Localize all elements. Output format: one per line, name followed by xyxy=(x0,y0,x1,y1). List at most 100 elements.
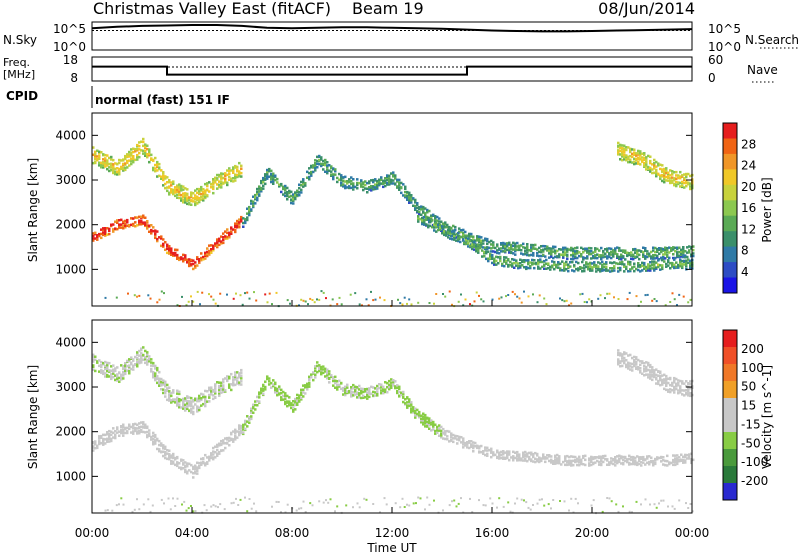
power-cell-4 xyxy=(657,164,660,167)
power-cell-3 xyxy=(451,238,454,241)
velocity-cell-3 xyxy=(518,454,521,458)
power-cell-1 xyxy=(230,169,233,172)
power-cell-1 xyxy=(168,179,171,182)
velocity-cell-1 xyxy=(154,367,157,370)
velocity-cell-3 xyxy=(650,456,653,459)
velocity-cell-0 xyxy=(96,446,99,450)
velocity-cell-1 xyxy=(94,355,97,358)
power-colorbar-frame xyxy=(722,122,738,294)
power-cell-0 xyxy=(126,221,129,224)
velocity-cell-0 xyxy=(164,447,167,450)
power-cell-2 xyxy=(496,249,499,252)
power-cell-3 xyxy=(661,258,664,262)
power-cell-4 xyxy=(679,175,682,178)
velocity-cell-2 xyxy=(320,370,323,373)
velocity-cell-3 xyxy=(610,457,613,460)
velocity-cell-0 xyxy=(106,431,109,434)
power-cell-1 xyxy=(152,158,155,162)
power-cell-0 xyxy=(150,228,153,232)
power-cell-2 xyxy=(286,198,289,201)
velocity-cell-1 xyxy=(214,383,217,386)
power-cell-1 xyxy=(112,163,115,166)
velocity-cell-1 xyxy=(110,372,113,376)
power-cell-1 xyxy=(136,158,139,161)
power-cell-2 xyxy=(364,183,367,187)
power-cell-0 xyxy=(104,232,107,235)
power-cell-2 xyxy=(294,196,297,199)
power-colorbar-label: Power [dB] xyxy=(760,177,774,242)
power-cell-3 xyxy=(555,266,558,269)
power-cell-0 xyxy=(126,218,129,222)
power-colorbar-segment xyxy=(723,153,737,170)
velocity-cell-2 xyxy=(332,377,335,380)
velocity-cell-1 xyxy=(144,349,147,353)
velocity-cell-1 xyxy=(106,363,109,367)
power-cell-2 xyxy=(268,175,271,178)
power-cell-3 xyxy=(557,263,560,266)
power-cell-2 xyxy=(464,234,467,237)
velocity-cell-1 xyxy=(106,365,109,368)
power-cell-2 xyxy=(298,190,301,194)
power-cell-3 xyxy=(421,220,424,224)
power-cell-3 xyxy=(665,265,668,268)
velocity-cell-0 xyxy=(188,469,191,472)
power-ground-scatter xyxy=(664,304,667,307)
velocity-cell-2 xyxy=(324,367,327,371)
power-cell-3 xyxy=(645,269,648,272)
power-cell-1 xyxy=(220,181,223,185)
velocity-cell-3 xyxy=(452,440,455,444)
velocity-cell-4 xyxy=(687,392,690,395)
velocity-cell-4 xyxy=(645,361,648,364)
power-cell-2 xyxy=(578,251,581,254)
power-cell-1 xyxy=(236,173,239,177)
power-cell-3 xyxy=(591,267,594,270)
power-cell-2 xyxy=(610,253,613,256)
velocity-cell-2 xyxy=(430,429,433,432)
power-cell-2 xyxy=(292,193,295,196)
power-cell-2 xyxy=(496,243,499,246)
power-cell-1 xyxy=(92,146,95,149)
velocity-cell-3 xyxy=(666,459,669,463)
range-tick-label: 4000 xyxy=(55,335,86,349)
power-cell-0 xyxy=(170,251,173,254)
velocity-cell-2 xyxy=(294,401,297,404)
velocity-cell-1 xyxy=(184,397,187,400)
velocity-cell-3 xyxy=(470,445,473,448)
power-cell-3 xyxy=(561,269,564,272)
velocity-cell-3 xyxy=(520,459,523,462)
power-cell-0 xyxy=(162,242,165,246)
power-cell-2 xyxy=(632,257,635,261)
velocity-cell-3 xyxy=(682,458,685,462)
power-colorbar-segment xyxy=(723,200,737,217)
velocity-cell-2 xyxy=(396,389,399,393)
power-cell-3 xyxy=(491,261,494,265)
power-cell-4 xyxy=(623,144,626,147)
power-ground-scatter xyxy=(532,293,534,296)
power-cell-2 xyxy=(506,248,509,252)
velocity-cell-0 xyxy=(132,430,135,433)
power-cell-4 xyxy=(677,176,680,180)
velocity-ground-scatter xyxy=(662,499,665,502)
velocity-cell-2 xyxy=(266,377,269,381)
power-cell-2 xyxy=(268,169,271,173)
power-cell-2 xyxy=(272,172,275,175)
velocity-cell-3 xyxy=(574,460,577,464)
power-cell-0 xyxy=(222,232,225,235)
power-cell-1 xyxy=(240,171,243,175)
power-cell-1 xyxy=(164,186,167,190)
power-cell-3 xyxy=(483,255,486,258)
power-cell-3 xyxy=(525,265,528,269)
velocity-ground-scatter xyxy=(570,497,573,500)
velocity-cell-0 xyxy=(140,425,143,429)
power-cell-4 xyxy=(637,152,640,155)
velocity-cell-0 xyxy=(210,452,213,455)
velocity-cell-4 xyxy=(653,369,656,372)
power-cell-2 xyxy=(548,249,551,252)
power-cell-2 xyxy=(676,251,679,254)
power-cell-3 xyxy=(583,264,586,267)
power-cell-1 xyxy=(132,150,135,154)
power-cell-0 xyxy=(104,230,107,233)
power-cell-3 xyxy=(465,239,468,242)
power-ground-scatter xyxy=(187,300,190,303)
power-cell-0 xyxy=(122,227,125,230)
